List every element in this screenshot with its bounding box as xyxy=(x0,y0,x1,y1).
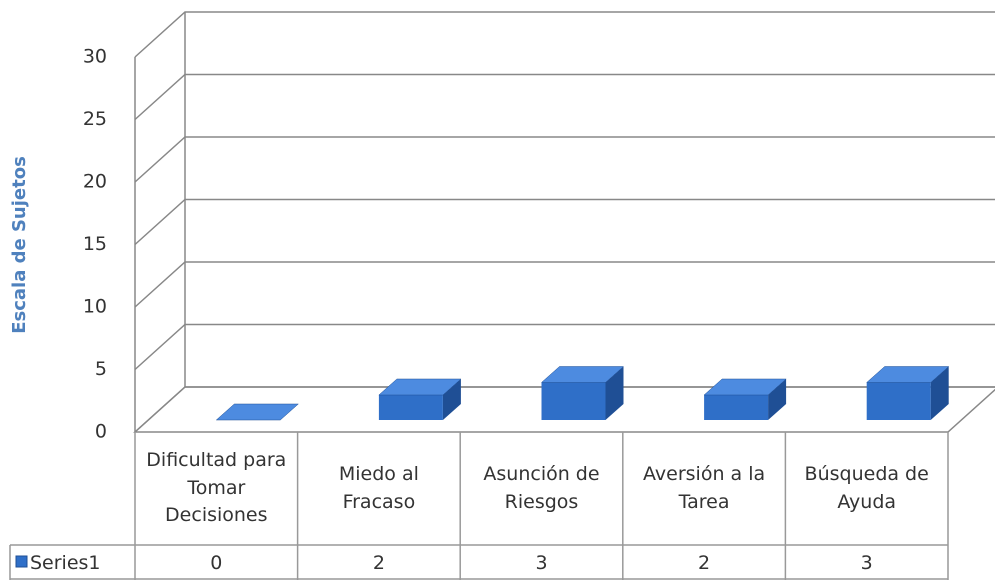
x-tick-label: Aversión a la Tarea xyxy=(643,462,766,513)
x-tick-label: Búsqueda de Ayuda xyxy=(804,462,929,513)
bar-side xyxy=(605,366,624,420)
y-tick-label: 25 xyxy=(83,108,107,130)
bar-side xyxy=(768,379,787,420)
bar-top xyxy=(540,366,625,383)
grid-line xyxy=(134,11,995,58)
y-tick-label: 30 xyxy=(83,46,107,68)
bar-side xyxy=(930,366,949,420)
x-tick-label: Asunción de Riesgos xyxy=(483,462,600,513)
category-cell: Asunción de Riesgos xyxy=(483,462,600,513)
grid-line xyxy=(134,73,995,121)
bar-front xyxy=(378,395,443,420)
bar xyxy=(866,366,950,420)
grid-line xyxy=(134,198,995,246)
x-tick-label: Dificultad para Tomar Decisiones xyxy=(146,449,287,527)
bar xyxy=(215,403,299,421)
bar xyxy=(378,378,462,420)
grid-line xyxy=(134,261,995,308)
data-label: 0 xyxy=(210,552,222,574)
x-tick-label: Miedo al Fracaso xyxy=(338,462,419,513)
y-tick-label: 0 xyxy=(95,421,107,443)
bar xyxy=(540,366,625,420)
y-tick-label: 20 xyxy=(83,171,107,193)
bar-top xyxy=(378,378,462,396)
bar-top xyxy=(866,366,950,383)
category-cell: Miedo al Fracaso xyxy=(338,462,419,513)
bar-front xyxy=(704,395,769,420)
data-label: 3 xyxy=(861,552,873,574)
data-label: 3 xyxy=(535,552,547,574)
legend-swatch xyxy=(15,555,28,568)
y-tick-label: 15 xyxy=(83,233,107,255)
y-tick-label: 10 xyxy=(83,296,107,318)
legend-label: Series1 xyxy=(30,552,101,574)
y-axis-title: Escala de Sujetos xyxy=(9,156,30,334)
category-cell: Dificultad para Tomar Decisiones xyxy=(146,449,287,527)
bar-top xyxy=(215,403,299,421)
bar xyxy=(703,378,787,420)
data-label: 2 xyxy=(698,552,710,574)
category-cell: Aversión a la Tarea xyxy=(643,462,766,513)
grid-line xyxy=(134,323,995,371)
y-tick-label: 5 xyxy=(95,358,107,380)
bar-side xyxy=(442,379,461,420)
bar-front xyxy=(866,382,931,420)
bar-top xyxy=(703,378,787,396)
grid-line xyxy=(134,136,995,183)
category-cell: Búsqueda de Ayuda xyxy=(804,462,929,513)
bar-front xyxy=(541,382,606,420)
data-label: 2 xyxy=(373,552,385,574)
